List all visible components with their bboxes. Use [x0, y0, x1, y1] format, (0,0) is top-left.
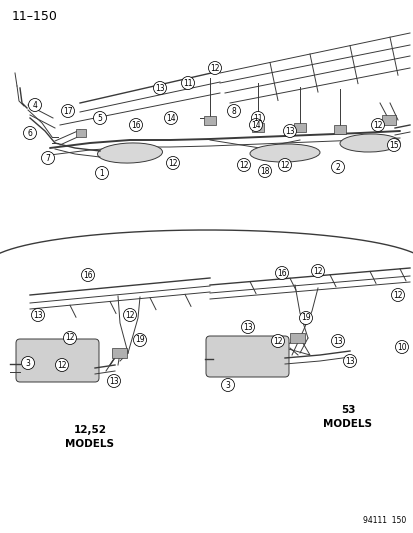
Text: 14: 14: [166, 114, 176, 123]
Circle shape: [41, 151, 55, 165]
Circle shape: [21, 357, 34, 369]
Circle shape: [153, 82, 166, 94]
Text: 12: 12: [239, 160, 248, 169]
Bar: [252, 123, 263, 132]
Text: 12: 12: [280, 160, 289, 169]
Bar: [112, 348, 127, 358]
Text: 13: 13: [344, 357, 354, 366]
Circle shape: [237, 158, 250, 172]
Text: MODELS: MODELS: [65, 439, 114, 449]
Bar: [289, 333, 304, 343]
Text: 13: 13: [285, 126, 294, 135]
Text: 3: 3: [26, 359, 31, 367]
Circle shape: [133, 334, 146, 346]
Ellipse shape: [339, 134, 399, 152]
Text: 13: 13: [242, 322, 252, 332]
Text: 10: 10: [396, 343, 406, 351]
Circle shape: [251, 111, 264, 125]
Text: 12: 12: [273, 336, 282, 345]
Text: 5: 5: [97, 114, 102, 123]
Text: 12: 12: [125, 311, 134, 319]
Circle shape: [129, 118, 142, 132]
Text: 13: 13: [332, 336, 342, 345]
Circle shape: [343, 354, 356, 367]
Circle shape: [387, 139, 399, 151]
Circle shape: [31, 309, 44, 321]
Circle shape: [275, 266, 288, 279]
Text: 13: 13: [109, 376, 119, 385]
Circle shape: [370, 118, 384, 132]
Circle shape: [123, 309, 136, 321]
Text: 12: 12: [392, 290, 402, 300]
Text: 12: 12: [168, 158, 177, 167]
Text: 12: 12: [210, 63, 219, 72]
Text: 11: 11: [253, 114, 262, 123]
Bar: [76, 129, 86, 137]
Circle shape: [55, 359, 68, 372]
Text: 94111  150: 94111 150: [362, 516, 405, 525]
Text: 14: 14: [251, 120, 260, 130]
Text: MODELS: MODELS: [323, 419, 372, 429]
FancyBboxPatch shape: [206, 336, 288, 377]
Circle shape: [227, 104, 240, 117]
Circle shape: [221, 378, 234, 392]
Circle shape: [164, 111, 177, 125]
Text: 13: 13: [155, 84, 164, 93]
Circle shape: [331, 335, 344, 348]
Text: 11: 11: [183, 78, 192, 87]
Text: 6: 6: [28, 128, 32, 138]
Circle shape: [28, 99, 41, 111]
Text: 12,52: 12,52: [74, 425, 106, 435]
Text: 2: 2: [335, 163, 339, 172]
Circle shape: [81, 269, 94, 281]
Circle shape: [166, 157, 179, 169]
Circle shape: [299, 311, 312, 325]
Text: 19: 19: [301, 313, 310, 322]
Text: 7: 7: [45, 154, 50, 163]
Bar: [333, 125, 345, 134]
Circle shape: [93, 111, 106, 125]
Bar: [204, 116, 216, 125]
Text: 8: 8: [231, 107, 236, 116]
Circle shape: [62, 104, 74, 117]
Circle shape: [181, 77, 194, 90]
Ellipse shape: [249, 144, 319, 162]
Text: 12: 12: [65, 334, 75, 343]
Bar: [381, 115, 395, 125]
Circle shape: [331, 160, 344, 174]
Circle shape: [107, 375, 120, 387]
Text: 12: 12: [373, 120, 382, 130]
Circle shape: [311, 264, 324, 278]
FancyBboxPatch shape: [16, 339, 99, 382]
Text: 4: 4: [33, 101, 37, 109]
Circle shape: [24, 126, 36, 140]
Text: 16: 16: [277, 269, 286, 278]
Circle shape: [391, 288, 404, 302]
Text: 53: 53: [340, 405, 354, 415]
Circle shape: [95, 166, 108, 180]
Ellipse shape: [97, 143, 162, 163]
Bar: [293, 123, 305, 132]
Text: 3: 3: [225, 381, 230, 390]
Circle shape: [258, 165, 271, 177]
Text: 13: 13: [33, 311, 43, 319]
Circle shape: [394, 341, 408, 353]
Circle shape: [241, 320, 254, 334]
Circle shape: [63, 332, 76, 344]
Text: 16: 16: [83, 271, 93, 279]
Circle shape: [208, 61, 221, 75]
Text: 1: 1: [100, 168, 104, 177]
Text: 19: 19: [135, 335, 145, 344]
Text: 12: 12: [313, 266, 322, 276]
Text: 11–150: 11–150: [12, 10, 58, 23]
Circle shape: [283, 125, 296, 138]
Circle shape: [271, 335, 284, 348]
Text: 15: 15: [388, 141, 398, 149]
Text: 12: 12: [57, 360, 66, 369]
Circle shape: [278, 158, 291, 172]
Text: 17: 17: [63, 107, 73, 116]
Circle shape: [249, 118, 262, 132]
Text: 16: 16: [131, 120, 140, 130]
Text: 18: 18: [260, 166, 269, 175]
